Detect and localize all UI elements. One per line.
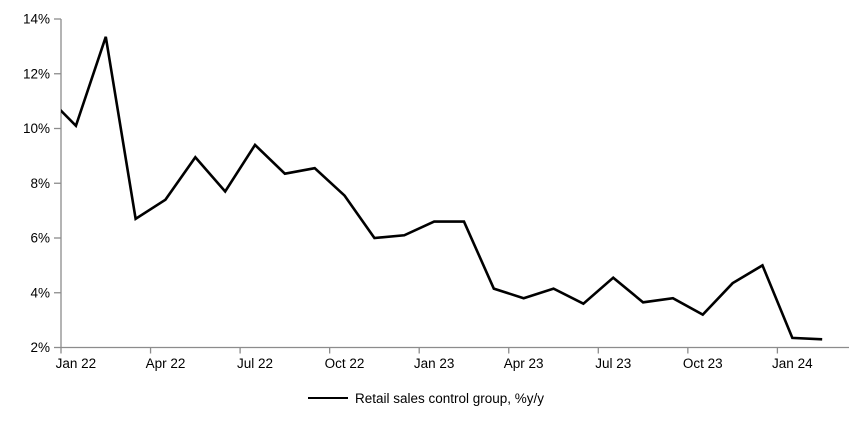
data-series-line <box>61 36 823 341</box>
x-axis-tick-label: Jul 22 <box>237 356 273 371</box>
x-axis-tick-label: Apr 22 <box>146 356 186 371</box>
chart-plot-area: 2% 4% 6% 8% 10% 12% 14% Jan 22 Apr 22 Jul 22 Oct 2… <box>23 12 849 371</box>
x-axis-tick-label: Oct 23 <box>683 356 723 371</box>
x-axis-tick-label: Oct 22 <box>325 356 365 371</box>
y-axis-tick-label: 14% <box>23 12 50 27</box>
y-axis-tick-label: 2% <box>30 340 50 355</box>
y-axis-tick-label: 10% <box>23 121 50 136</box>
y-axis-tick-label: 12% <box>23 66 50 81</box>
x-axis-tick-label: Apr 23 <box>504 356 544 371</box>
legend-series-label: Retail sales control group, %y/y <box>354 390 545 406</box>
y-axis-tick-label: 6% <box>30 231 50 246</box>
x-axis-tick-label: Jul 23 <box>595 356 631 371</box>
chart-legend: Retail sales control group, %y/y <box>0 384 852 412</box>
x-axis-tick-label: Jan 22 <box>56 356 97 371</box>
legend-line-sample-icon <box>307 397 348 399</box>
y-axis-tick-label: 4% <box>30 285 50 300</box>
x-axis-tick-label: Jan 24 <box>772 356 813 371</box>
x-axis-tick-label: Jan 23 <box>414 356 455 371</box>
y-axis-tick-label: 8% <box>30 176 50 191</box>
